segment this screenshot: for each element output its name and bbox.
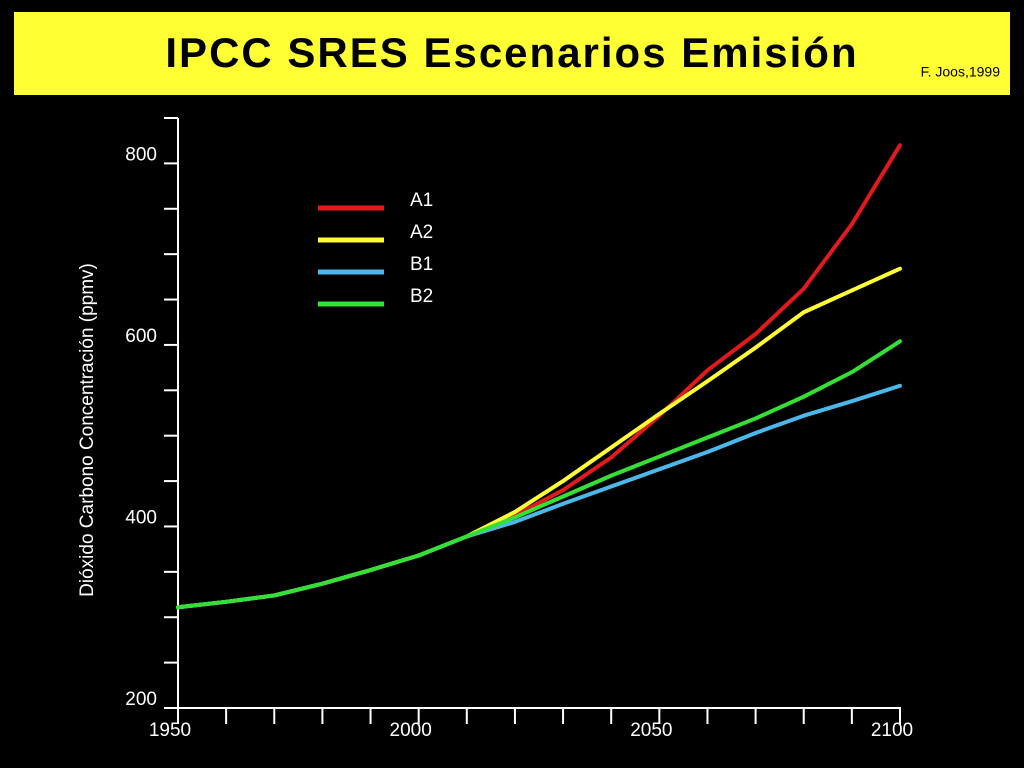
x-tick-label: 2100 [871,720,913,741]
y-tick-label: 400 [125,507,157,528]
y-tick-label: 200 [125,689,157,710]
series-line [176,143,902,610]
y-tick-label: 800 [125,144,157,165]
y-tick-label: 600 [125,326,157,347]
x-tick-label: 1950 [149,720,191,741]
legend-label: B2 [410,286,433,307]
legend-label: B1 [410,254,433,275]
chart-title: IPCC SRES Escenarios Emisión [165,29,858,76]
x-tick-label: 2050 [630,720,672,741]
legend-label: A1 [410,190,433,211]
title-banner [14,12,1010,95]
legend-label: A2 [410,222,433,243]
y-axis-label: Dióxido Carbono Concentración (ppmv) [77,263,98,597]
series-line [176,266,902,610]
chart-subtitle: F. Joos,1999 [921,64,1001,80]
x-tick-label: 2000 [390,720,432,741]
series-line [176,339,902,610]
